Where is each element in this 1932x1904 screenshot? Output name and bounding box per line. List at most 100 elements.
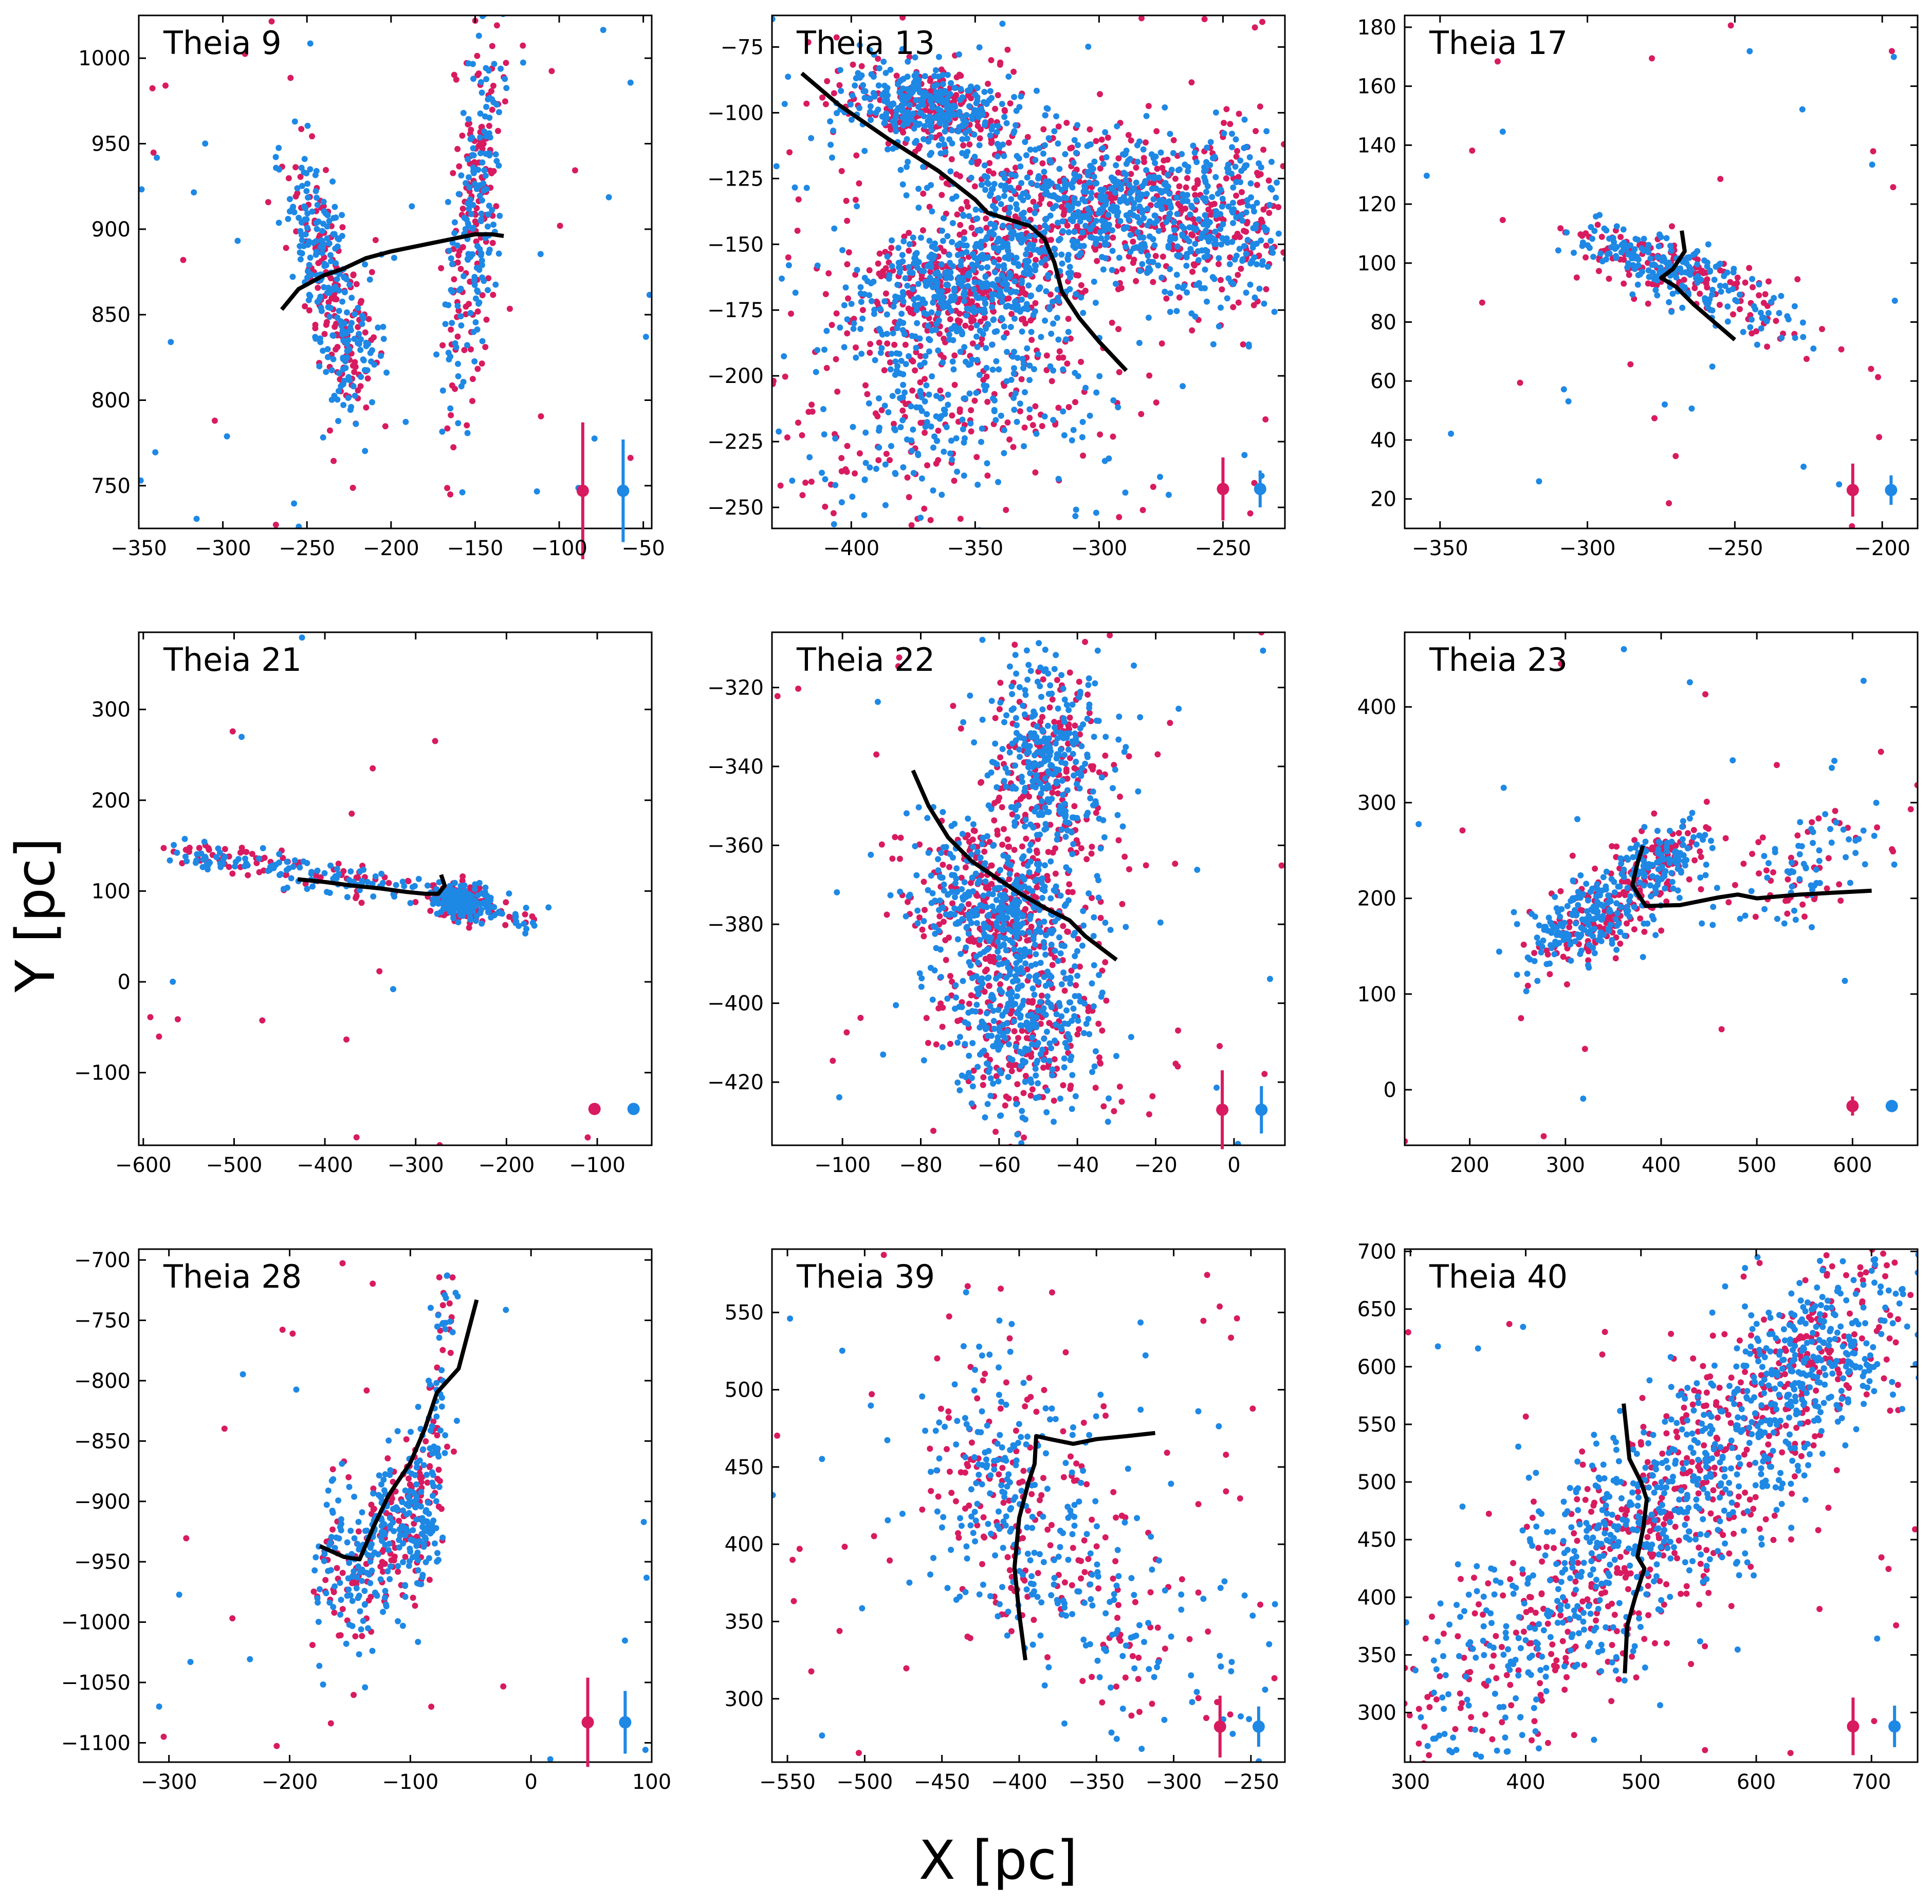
scatter-point [468, 346, 474, 353]
scatter-point [1752, 306, 1759, 313]
scatter-point [819, 469, 825, 476]
scatter-point [1138, 15, 1145, 22]
scatter-point [365, 341, 372, 347]
scatter-point [1188, 79, 1195, 86]
scatter-point [1194, 248, 1201, 254]
scatter-point [944, 100, 950, 106]
scatter-point [1063, 120, 1070, 126]
x-tick-label: −250 [1706, 537, 1763, 560]
scatter-point [823, 327, 830, 334]
scatter-point [1086, 179, 1093, 186]
scatter-point [1077, 731, 1083, 738]
scatter-point [329, 332, 336, 339]
scatter-point [449, 288, 456, 295]
scatter-point [925, 322, 931, 329]
scatter-point [1017, 796, 1024, 802]
scatter-point [973, 454, 980, 461]
scatter-point [923, 311, 930, 318]
scatter-point [1049, 696, 1056, 703]
scatter-point [921, 505, 928, 512]
scatter-point [991, 408, 998, 414]
scatter-point [149, 85, 156, 91]
scatter-point [485, 909, 491, 916]
scatter-point [1681, 277, 1687, 283]
scatter-point [1654, 292, 1661, 299]
scatter-point [324, 346, 331, 353]
fit-line [800, 71, 1128, 372]
scatter-point [981, 122, 988, 128]
scatter-point [881, 367, 888, 374]
scatter-point [930, 444, 936, 451]
scatter-point [1131, 205, 1137, 212]
scatter-point [1153, 399, 1160, 406]
scatter-point [1097, 207, 1103, 213]
scatter-point [216, 849, 223, 856]
scatter-point [1254, 181, 1260, 188]
scatter-point [1060, 366, 1066, 373]
scatter-point [1265, 177, 1272, 184]
scatter-point [921, 359, 928, 366]
scatter-point [883, 450, 890, 457]
scatter-point [1077, 250, 1084, 257]
scatter-point [899, 327, 906, 334]
scatter-point [859, 307, 866, 314]
scatter-point [1212, 174, 1219, 180]
scatter-point [951, 381, 958, 388]
scatter-point [348, 295, 355, 301]
scatter-point [1660, 254, 1667, 261]
scatter-point [1049, 789, 1056, 796]
scatter-point [454, 259, 461, 266]
scatter-point [377, 353, 384, 359]
scatter-point [296, 523, 302, 528]
scatter-point [926, 204, 933, 210]
scatter-point [202, 140, 209, 147]
scatter-point [324, 354, 331, 360]
scatter-point [336, 236, 342, 243]
scatter-point [899, 46, 906, 52]
scatter-point [1585, 242, 1591, 249]
scatter-point [1094, 258, 1100, 264]
scatter-point [958, 206, 965, 212]
scatter-point [908, 437, 915, 444]
scatter-point [1059, 218, 1066, 225]
scatter-point [285, 175, 292, 181]
scatter-point [277, 872, 283, 878]
scatter-point [1223, 235, 1230, 242]
scatter-point [183, 858, 190, 865]
scatter-point [872, 357, 878, 363]
scatter-point [481, 128, 488, 135]
scatter-point [1211, 241, 1218, 247]
scatter-point [857, 325, 864, 332]
scatter-point [1589, 235, 1595, 242]
scatter-point [900, 464, 907, 471]
scatter-point [475, 70, 482, 77]
scatter-point [282, 872, 289, 878]
scatter-point [330, 286, 337, 293]
scatter-point [1057, 196, 1063, 203]
scatter-point [489, 43, 495, 49]
series_a-points [1469, 22, 1897, 528]
scatter-point [1042, 142, 1048, 149]
scatter-point [951, 478, 958, 484]
scatter-point [822, 476, 829, 483]
scatter-point [1024, 174, 1031, 181]
scatter-point [1266, 202, 1273, 208]
scatter-point [949, 220, 956, 226]
scatter-point [912, 54, 918, 61]
scatter-point [994, 153, 1001, 160]
scatter-point [522, 930, 529, 937]
scatter-point [958, 874, 965, 881]
scatter-point [960, 426, 966, 432]
x-tick-label: −400 [823, 537, 879, 560]
scatter-point [1103, 154, 1110, 160]
scatter-point [1603, 227, 1610, 234]
scatter-point [1202, 285, 1208, 291]
scatter-point [974, 160, 981, 167]
scatter-point [493, 22, 500, 29]
scatter-point [1100, 266, 1107, 273]
scatter-point [1051, 719, 1058, 725]
scatter-point [904, 163, 910, 170]
scatter-point [961, 229, 968, 235]
x-tick-label: −350 [111, 537, 167, 560]
scatter-point [1108, 174, 1115, 181]
